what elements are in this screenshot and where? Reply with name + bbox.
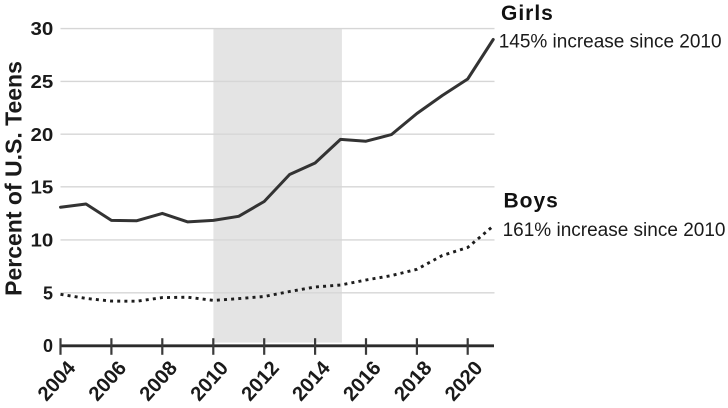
svg-text:Percent of U.S. Teens: Percent of U.S. Teens [1, 61, 27, 296]
svg-text:2020: 2020 [441, 357, 487, 405]
svg-text:2014: 2014 [288, 357, 335, 406]
svg-text:2006: 2006 [85, 357, 131, 405]
svg-text:145% increase since 2010: 145% increase since 2010 [499, 31, 722, 52]
svg-text:30: 30 [31, 19, 54, 39]
svg-text:15: 15 [31, 177, 54, 197]
svg-text:0: 0 [43, 336, 53, 356]
svg-text:5: 5 [43, 283, 53, 303]
svg-text:2008: 2008 [136, 357, 182, 405]
svg-text:25: 25 [31, 72, 54, 92]
svg-text:2016: 2016 [339, 357, 385, 405]
svg-text:Boys: Boys [504, 190, 559, 213]
svg-text:2012: 2012 [238, 357, 284, 405]
svg-text:2018: 2018 [390, 357, 436, 405]
svg-text:2004: 2004 [34, 357, 81, 406]
svg-text:2010: 2010 [187, 357, 233, 405]
svg-text:10: 10 [31, 231, 54, 251]
svg-text:Girls: Girls [501, 2, 554, 25]
svg-text:161% increase since 2010: 161% increase since 2010 [503, 220, 726, 241]
svg-text:20: 20 [31, 125, 54, 145]
